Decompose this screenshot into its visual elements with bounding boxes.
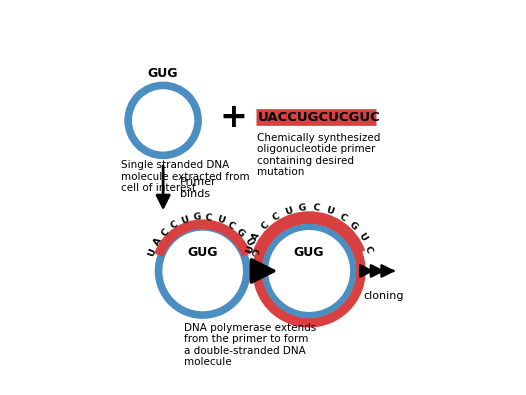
Text: U: U [180, 214, 190, 226]
Text: G: G [298, 203, 307, 213]
Text: U: U [325, 206, 335, 217]
Text: GUG: GUG [294, 246, 325, 259]
Text: G: G [235, 227, 246, 239]
Text: Primer
binds: Primer binds [180, 177, 217, 199]
Text: Single stranded DNA
molecule extracted from
cell of interest: Single stranded DNA molecule extracted f… [120, 160, 249, 193]
Text: C: C [159, 227, 170, 238]
Text: C: C [312, 203, 320, 213]
Text: G: G [347, 220, 359, 232]
Text: U: U [244, 244, 256, 254]
Text: A: A [151, 236, 163, 247]
Text: C: C [363, 245, 374, 254]
Text: +: + [219, 101, 247, 134]
Text: C: C [205, 213, 213, 222]
Text: C: C [270, 212, 281, 223]
Text: Chemically synthesized
oligonucleotide primer
containing desired
mutation: Chemically synthesized oligonucleotide p… [257, 133, 381, 177]
Text: U: U [215, 214, 226, 226]
Text: G: G [193, 213, 201, 222]
Text: UACCUGCUCGUC: UACCUGCUCGUC [257, 111, 380, 124]
Text: C: C [259, 220, 270, 231]
Text: U: U [147, 247, 158, 258]
Text: C: C [226, 220, 236, 231]
Text: GUG: GUG [148, 67, 178, 80]
Text: cloning: cloning [363, 291, 403, 301]
Text: A: A [250, 231, 262, 243]
Text: U: U [284, 206, 294, 217]
Text: U: U [356, 231, 368, 243]
Text: C: C [169, 220, 180, 231]
Text: C: C [248, 248, 259, 258]
Text: U: U [242, 236, 254, 248]
Text: DNA polymerase extends
from the primer to form
a double-stranded DNA
molecule: DNA polymerase extends from the primer t… [185, 323, 317, 367]
Text: C: C [337, 212, 348, 223]
Text: GUG: GUG [187, 246, 218, 259]
